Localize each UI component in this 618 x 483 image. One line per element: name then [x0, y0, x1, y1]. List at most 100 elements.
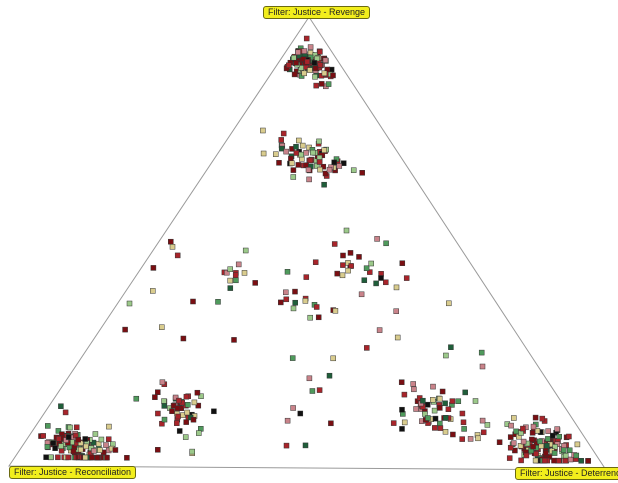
data-point [312, 74, 318, 80]
data-point [374, 236, 380, 242]
data-point [112, 447, 119, 453]
data-point [331, 159, 337, 166]
data-point [410, 381, 416, 387]
data-point [291, 71, 298, 78]
data-point [512, 447, 518, 454]
data-point [442, 415, 449, 421]
data-point [95, 440, 102, 447]
data-point [303, 150, 309, 156]
data-point [97, 447, 103, 453]
data-point [43, 454, 49, 460]
data-point [232, 272, 239, 278]
data-point [191, 399, 198, 406]
data-point [105, 436, 112, 442]
data-point [321, 147, 327, 153]
data-point [311, 60, 318, 66]
data-point [345, 267, 351, 274]
data-point [393, 308, 399, 314]
data-point [511, 415, 517, 421]
data-point [227, 277, 233, 284]
data-point [378, 275, 384, 281]
data-point [345, 260, 351, 266]
data-point [124, 455, 130, 461]
data-point [62, 409, 69, 416]
data-point [480, 429, 487, 436]
data-point [331, 241, 338, 247]
data-point [334, 270, 340, 277]
data-point [198, 393, 204, 399]
data-point [278, 137, 284, 143]
data-point [326, 166, 333, 173]
data-point [314, 163, 320, 169]
data-point [296, 137, 302, 144]
data-point [150, 288, 156, 294]
data-point [460, 419, 467, 426]
data-point [545, 428, 551, 434]
data-point [227, 285, 234, 291]
data-point [532, 414, 539, 421]
data-point [242, 247, 249, 254]
data-point [322, 170, 329, 177]
data-point [73, 424, 80, 431]
data-point [348, 263, 354, 269]
data-point [155, 447, 161, 453]
data-point [174, 420, 180, 426]
data-point [172, 394, 179, 401]
data-point [507, 434, 514, 440]
data-point [322, 57, 329, 64]
data-point [310, 149, 316, 156]
data-point [340, 252, 346, 259]
data-point [194, 389, 201, 396]
data-point [260, 127, 266, 134]
data-point [439, 388, 446, 395]
data-point [289, 355, 296, 361]
data-point [273, 151, 279, 157]
data-point [161, 398, 167, 404]
data-point [472, 398, 479, 404]
data-point [574, 441, 581, 448]
data-point [241, 270, 248, 276]
data-point [318, 81, 325, 87]
data-point [291, 54, 297, 61]
data-point [562, 452, 569, 459]
data-point [286, 62, 292, 68]
data-point [551, 450, 558, 456]
data-point [430, 397, 436, 403]
data-point [325, 81, 332, 87]
data-point [278, 299, 284, 306]
data-point [566, 433, 572, 440]
data-point [175, 413, 181, 420]
data-point [401, 391, 408, 398]
data-point [562, 457, 569, 464]
data-point [293, 150, 300, 156]
data-point [159, 379, 166, 385]
data-point [288, 155, 294, 162]
data-point [450, 431, 456, 438]
data-point [356, 254, 362, 260]
data-point [317, 49, 323, 55]
vertex-label-reconciliation: Filter: Justice - Reconciliation [9, 466, 137, 479]
data-point [340, 160, 347, 166]
data-point [302, 442, 309, 449]
data-point [276, 160, 282, 166]
data-point [174, 405, 181, 411]
data-point [47, 454, 54, 461]
data-point [45, 423, 51, 429]
data-point [461, 426, 467, 432]
data-point [196, 430, 202, 436]
data-point [89, 454, 95, 461]
data-point [445, 406, 452, 412]
data-point [307, 44, 314, 50]
data-point [91, 448, 97, 454]
data-point [292, 288, 298, 295]
data-point [159, 324, 165, 330]
data-point [195, 402, 202, 409]
data-point [75, 436, 81, 443]
data-point [176, 397, 182, 404]
data-point [401, 419, 408, 426]
data-point [306, 176, 312, 183]
data-point [303, 274, 310, 280]
data-point [65, 454, 71, 461]
data-point [297, 410, 304, 417]
